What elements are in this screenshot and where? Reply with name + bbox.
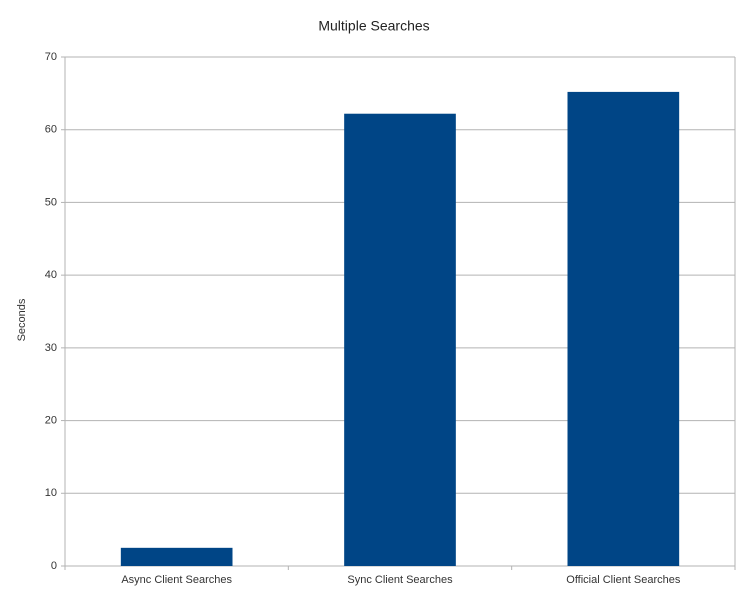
y-tick-label: 0 [51,560,57,572]
y-tick-label: 70 [45,51,57,63]
chart-title: Multiple Searches [318,18,429,34]
y-tick-label: 30 [45,342,57,354]
y-tick-label: 10 [45,487,57,499]
bar [120,547,233,566]
y-tick-label: 20 [45,414,57,426]
x-tick-label: Official Client Searches [566,574,681,586]
bar [344,113,456,567]
y-tick-label: 60 [45,124,57,136]
bar [567,91,680,566]
y-axis-label: Seconds [16,298,28,341]
x-tick-label: Async Client Searches [121,574,232,586]
x-tick-label: Sync Client Searches [347,574,453,586]
y-tick-label: 50 [45,196,57,208]
y-tick-label: 40 [45,269,57,281]
